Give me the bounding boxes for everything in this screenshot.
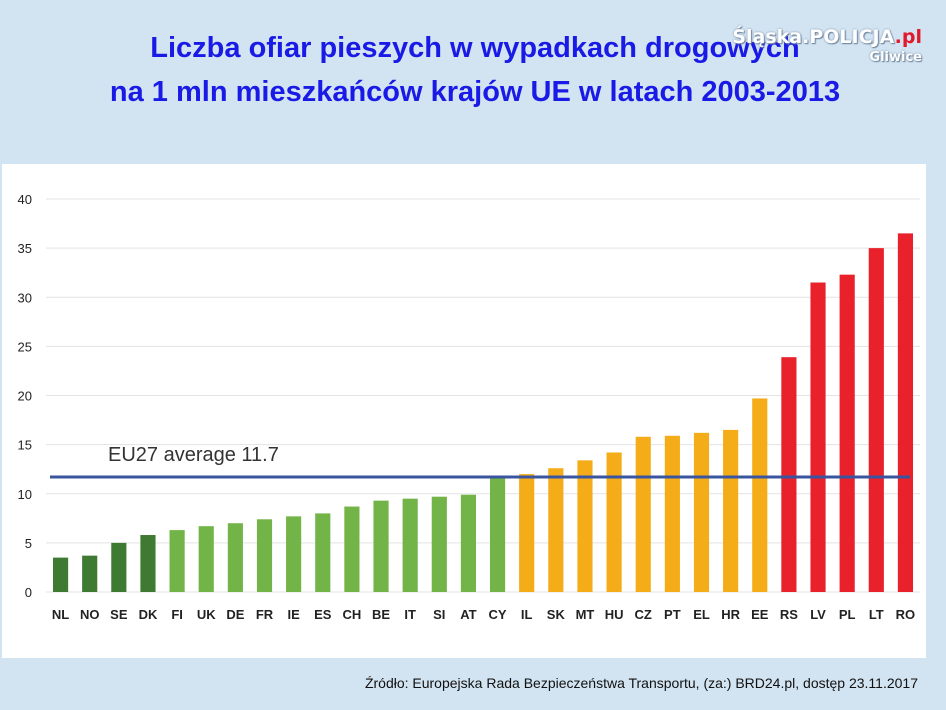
- bar-ch: [344, 506, 360, 592]
- bar-fr: [256, 519, 273, 592]
- y-tick-label: 25: [18, 339, 32, 354]
- x-tick-label: UK: [197, 607, 216, 622]
- title-line-1: Liczba ofiar pieszych w wypadkach drogow…: [150, 32, 800, 64]
- bar-ee: [752, 398, 768, 592]
- bar-chart: 0 5 10 15 20 25 30 35 40 NL NO SE DK FI UK DE FR IE ES CH BE…: [18, 192, 920, 622]
- x-tick-label: DE: [226, 607, 244, 622]
- bar-de: [227, 523, 243, 592]
- bar-cz: [635, 436, 651, 592]
- x-tick-label: EL: [693, 607, 710, 622]
- x-tick-label: SK: [547, 607, 566, 622]
- y-tick-label: 0: [25, 585, 32, 600]
- police-logo: Śląska.POLICJA.pl Gliwice: [732, 26, 922, 65]
- x-tick-label: SE: [110, 607, 128, 622]
- y-tick-label: 40: [18, 192, 32, 207]
- bar-el: [693, 432, 710, 592]
- x-tick-label: FR: [256, 607, 274, 622]
- x-tick-label: CH: [343, 607, 362, 622]
- logo-brand: Śląska.POLICJA: [732, 26, 895, 48]
- bar-pt: [664, 435, 680, 592]
- x-tick-label: NL: [52, 607, 69, 622]
- x-tick-label: ES: [314, 607, 332, 622]
- bar-hu: [606, 452, 622, 592]
- bar-nl: [52, 557, 69, 592]
- bar-il: [519, 474, 535, 592]
- bar-rs: [781, 357, 797, 592]
- bar-pl: [839, 274, 855, 592]
- bar-ie: [286, 516, 302, 592]
- bar-at: [460, 494, 477, 592]
- x-tick-label: IE: [287, 607, 300, 622]
- x-tick-label: BE: [372, 607, 390, 622]
- logo-tld: .pl: [894, 26, 922, 48]
- bar-lv: [810, 282, 826, 592]
- bar-sk: [548, 468, 564, 592]
- x-tick-label: LT: [869, 607, 884, 622]
- bar-cy: [489, 477, 506, 592]
- bar-es: [315, 513, 331, 592]
- y-tick-label: 35: [18, 241, 32, 256]
- bar-ro: [897, 233, 914, 592]
- chart-panel: 0 5 10 15 20 25 30 35 40 NL NO SE DK FI UK DE FR IE ES CH BE…: [2, 164, 926, 658]
- y-tick-label: 15: [18, 438, 32, 453]
- x-tick-label: CZ: [635, 607, 652, 622]
- x-tick-label: DK: [139, 607, 158, 622]
- y-tick-label: 10: [18, 487, 32, 502]
- bar-be: [373, 500, 389, 592]
- x-tick-label: NO: [80, 607, 100, 622]
- bar-no: [82, 555, 98, 592]
- x-tick-label: MT: [576, 607, 595, 622]
- average-line-label: EU27 average 11.7: [108, 444, 279, 466]
- x-tick-label: FI: [171, 607, 183, 622]
- x-tick-label: CY: [489, 607, 507, 622]
- x-tick-label: EE: [751, 607, 769, 622]
- x-tick-label: IL: [521, 607, 533, 622]
- x-tick-label: RO: [896, 607, 916, 622]
- bar-it: [402, 498, 418, 592]
- y-tick-label: 30: [18, 290, 32, 305]
- x-tick-label: LV: [810, 607, 826, 622]
- x-tick-label: IT: [404, 607, 416, 622]
- bar-fi: [169, 530, 185, 592]
- bar-se: [111, 542, 127, 592]
- x-tick-label: AT: [460, 607, 476, 622]
- bar-uk: [198, 526, 214, 592]
- bar-dk: [140, 535, 156, 592]
- bar-si: [431, 496, 447, 592]
- y-tick-label: 20: [18, 389, 32, 404]
- bar-hr: [723, 429, 739, 592]
- x-tick-label: HR: [721, 607, 740, 622]
- x-tick-label: PT: [664, 607, 681, 622]
- x-tick-label: SI: [433, 607, 445, 622]
- title-line-2: na 1 mln mieszkańców krajów UE w latach …: [109, 76, 841, 108]
- x-tick-label: HU: [605, 607, 624, 622]
- x-tick-label: PL: [839, 607, 856, 622]
- source-note: Źródło: Europejska Rada Bezpieczeństwa T…: [364, 675, 918, 691]
- y-tick-label: 5: [25, 536, 32, 551]
- bar-mt: [577, 460, 593, 592]
- logo-city: Gliwice: [869, 50, 922, 65]
- x-tick-label: RS: [780, 607, 798, 622]
- bar-lt: [868, 248, 884, 592]
- chart-title: Liczba ofiar pieszych w wypadkach drogow…: [40, 26, 910, 114]
